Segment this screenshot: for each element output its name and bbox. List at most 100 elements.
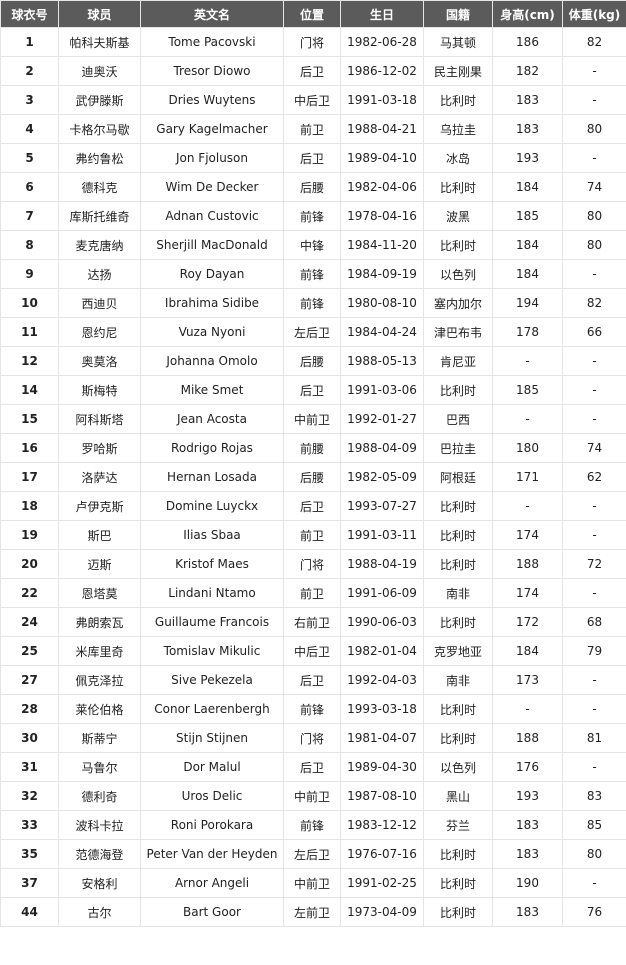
table-cell: 1988-04-19 [340,549,424,579]
table-cell: Mike Smet [140,375,284,405]
table-cell: 比利时 [423,549,493,579]
table-cell: 182 [492,56,563,86]
table-cell: 6 [0,172,59,202]
table-cell: 66 [562,317,626,347]
table-cell: 佩克泽拉 [58,665,141,695]
table-cell: 洛萨达 [58,462,141,492]
table-cell: Stijn Stijnen [140,723,284,753]
table-cell: 35 [0,839,59,869]
table-cell: 85 [562,810,626,840]
table-cell: 达扬 [58,259,141,289]
table-cell: Hernan Losada [140,462,284,492]
table-cell: 174 [492,578,563,608]
table-cell: 18 [0,491,59,521]
table-cell: 前锋 [283,201,341,231]
table-cell: 比利时 [423,897,493,927]
table-cell: 阿根廷 [423,462,493,492]
table-cell: 巴西 [423,404,493,434]
table-cell: 44 [0,897,59,927]
table-cell: - [562,85,626,115]
table-cell: 1983-12-12 [340,810,424,840]
table-cell: 斯巴 [58,520,141,550]
table-cell: Ibrahima Sidibe [140,288,284,318]
table-cell: 3 [0,85,59,115]
table-cell: 波黑 [423,201,493,231]
table-row: 7 库斯托维奇 Adnan Custovic 前锋 1978-04-16 波黑 185 80 [0,201,626,231]
table-cell: 82 [562,27,626,57]
table-row: 4 卡格尔马歇 Gary Kagelmacher 前卫 1988-04-21 乌拉圭 183… [0,114,626,144]
table-cell: 185 [492,375,563,405]
table-cell: 冰岛 [423,143,493,173]
table-cell: 1981-04-07 [340,723,424,753]
table-cell: 乌拉圭 [423,114,493,144]
table-cell: 185 [492,201,563,231]
table-cell: 24 [0,607,59,637]
table-cell: 1978-04-16 [340,201,424,231]
table-cell: 1988-05-13 [340,346,424,376]
table-cell: 72 [562,549,626,579]
table-cell: 弗约鲁松 [58,143,141,173]
table-row: 1 帕科夫斯基 Tome Pacovski 门将 1982-06-28 马其顿 186 82 [0,27,626,57]
table-row: 5 弗约鲁松 Jon Fjoluson 后卫 1989-04-10 冰岛 193- [0,143,626,173]
table-cell: 1991-02-25 [340,868,424,898]
table-cell: 范德海登 [58,839,141,869]
table-cell: 以色列 [423,752,493,782]
roster-table: 球衣号 球员 英文名 位置 生日 国籍 身高(cm) 体重(kg) 1 帕科夫斯基 Tome Pa… [0,0,626,927]
table-cell: 22 [0,578,59,608]
table-row: 33 波科卡拉 Roni Porokara 前锋 1983-12-12 芬兰 183 85 [0,810,626,840]
table-cell: 1 [0,27,59,57]
table-cell: 183 [492,839,563,869]
table-cell: 芬兰 [423,810,493,840]
table-row: 12 奥莫洛 Johanna Omolo 后腰 1988-05-13 肯尼亚 - - [0,346,626,376]
table-cell: 比利时 [423,723,493,753]
table-row: 16 罗哈斯 Rodrigo Rojas 前腰 1988-04-09 巴拉圭 180 74 [0,433,626,463]
table-cell: Sive Pekezela [140,665,284,695]
table-cell: 9 [0,259,59,289]
table-cell: 比利时 [423,607,493,637]
table-cell: 民主刚果 [423,56,493,86]
table-cell: 1990-06-03 [340,607,424,637]
table-cell: - [562,56,626,86]
table-row: 11 恩约尼 Vuza Nyoni 左后卫 1984-04-24 津巴布韦 178 66 [0,317,626,347]
table-cell: - [562,346,626,376]
table-row: 25 米库里奇 Tomislav Mikulic 中后卫 1982-01-04 克罗地亚 1… [0,636,626,666]
table-cell: 马其顿 [423,27,493,57]
table-cell: Dries Wuytens [140,85,284,115]
table-cell: 2 [0,56,59,86]
table-cell: 1982-05-09 [340,462,424,492]
table-cell: 183 [492,897,563,927]
table-row: 19 斯巴 Ilias Sbaa 前卫 1991-03-11 比利时 174- [0,520,626,550]
table-cell: 斯蒂宁 [58,723,141,753]
table-row: 30 斯蒂宁 Stijn Stijnen 门将 1981-04-07 比利时 188 81 [0,723,626,753]
table-cell: 184 [492,636,563,666]
table-cell: 阿科斯塔 [58,404,141,434]
table-cell: Wim De Decker [140,172,284,202]
table-cell: 184 [492,230,563,260]
table-cell: - [562,868,626,898]
table-cell: 1993-07-27 [340,491,424,521]
table-cell: 37 [0,868,59,898]
table-cell: 190 [492,868,563,898]
table-row: 15 阿科斯塔 Jean Acosta 中前卫 1992-01-27 巴西 - - [0,404,626,434]
table-cell: - [562,404,626,434]
column-header: 球员 [58,0,141,28]
table-cell: 左后卫 [283,317,341,347]
table-cell: 门将 [283,27,341,57]
table-cell: 80 [562,230,626,260]
column-header: 球衣号 [0,0,59,28]
table-cell: 1984-11-20 [340,230,424,260]
table-cell: 184 [492,172,563,202]
table-cell: Johanna Omolo [140,346,284,376]
table-cell: 黑山 [423,781,493,811]
table-cell: 5 [0,143,59,173]
table-cell: 178 [492,317,563,347]
table-cell: 迪奥沃 [58,56,141,86]
table-cell: 斯梅特 [58,375,141,405]
table-cell: 德科克 [58,172,141,202]
table-cell: 安格利 [58,868,141,898]
table-cell: 前锋 [283,288,341,318]
table-cell: 后腰 [283,172,341,202]
table-cell: 11 [0,317,59,347]
table-cell: - [562,665,626,695]
table-cell: 津巴布韦 [423,317,493,347]
